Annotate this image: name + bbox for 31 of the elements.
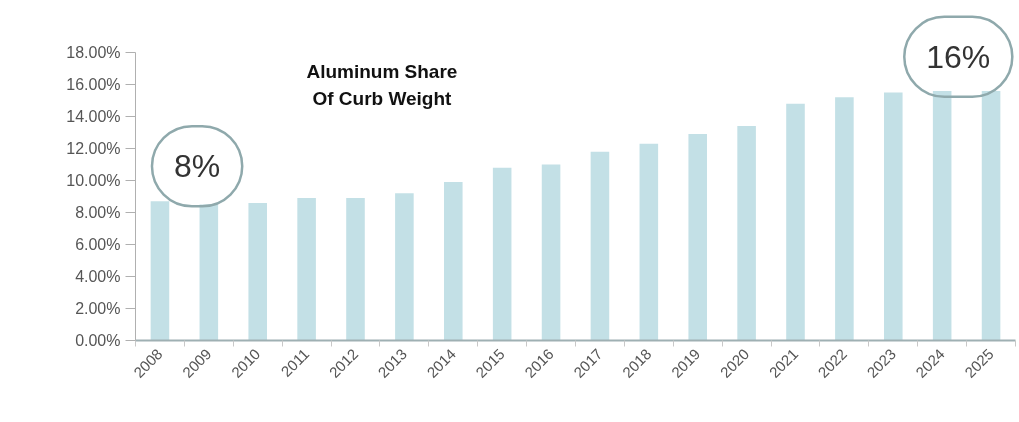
bar [541, 164, 561, 341]
bar [932, 90, 952, 341]
y-tick-label: 2.00% [75, 300, 121, 317]
y-tick-label: 10.00% [66, 172, 121, 189]
bar [492, 167, 512, 341]
bar [737, 126, 756, 341]
y-tick-label: 18.00% [66, 44, 121, 61]
bar [688, 134, 708, 341]
bar [248, 202, 268, 341]
bar [786, 103, 805, 341]
bar [443, 182, 463, 341]
bar [150, 201, 170, 341]
bar [835, 97, 854, 341]
text: Aluminum Share Of Curb Weight [306, 61, 458, 110]
bar [639, 143, 659, 341]
bar [297, 198, 316, 341]
annotation: 8% [173, 148, 221, 185]
bar [590, 151, 610, 341]
y-tick-label: 6.00% [75, 236, 121, 253]
y-tick-label: 4.00% [75, 268, 121, 285]
y-tick-label: 0.00% [75, 332, 121, 349]
bar [395, 193, 414, 341]
bar [981, 90, 1001, 341]
y-tick-label: 16.00% [66, 76, 121, 93]
bar [199, 204, 219, 341]
y-tick-label: 14.00% [66, 108, 121, 125]
bar [883, 92, 903, 341]
y-tick-label: 12.00% [66, 140, 121, 157]
y-tick-label: 8.00% [75, 204, 121, 221]
annotation: 16% [926, 38, 991, 75]
bar [346, 198, 365, 341]
